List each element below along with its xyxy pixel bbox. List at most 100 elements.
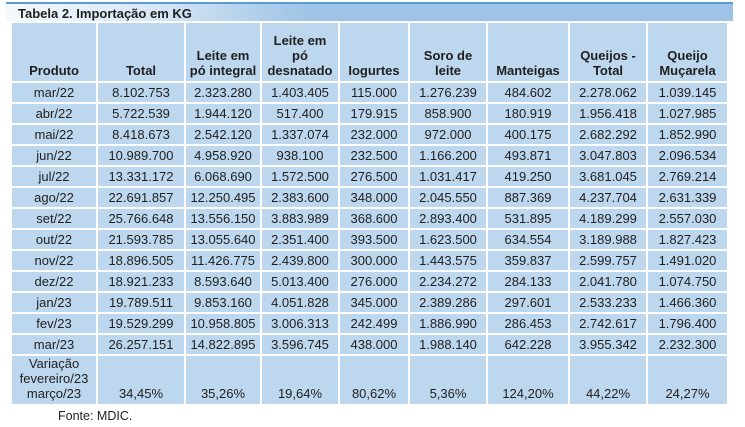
row-label: out/22	[12, 230, 96, 249]
table-row: nov/22 18.896.505 11.426.775 2.439.800 300.0…	[12, 251, 727, 270]
cell: 400.175	[488, 125, 568, 144]
cell: 3.681.045	[570, 167, 646, 186]
cell: 2.278.062	[570, 83, 646, 102]
row-label: mar/22	[12, 83, 96, 102]
cell: 10.958.805	[186, 314, 260, 333]
cell: 4.189.299	[570, 209, 646, 228]
row-label: mar/23	[12, 335, 96, 354]
column-header-8: Queijo Muçarela	[648, 23, 727, 81]
row-label: jun/22	[12, 146, 96, 165]
cell: 4.958.920	[186, 146, 260, 165]
row-label: jan/23	[12, 293, 96, 312]
cell: 634.554	[488, 230, 568, 249]
cell: 2.631.339	[648, 188, 727, 207]
cell: 484.602	[488, 83, 568, 102]
cell: 1.027.985	[648, 104, 727, 123]
cell: 19.789.511	[98, 293, 184, 312]
cell: 2.542.120	[186, 125, 260, 144]
cell: 18.921.233	[98, 272, 184, 291]
cell: 10.989.700	[98, 146, 184, 165]
cell: 3.047.803	[570, 146, 646, 165]
import-table: Produto Total Leite em pó integral Leite em…	[10, 21, 729, 406]
cell: 284.133	[488, 272, 568, 291]
table-row: mar/22 8.102.753 2.323.280 1.403.405 115.000…	[12, 83, 727, 102]
header-row: Produto Total Leite em pó integral Leite em…	[12, 23, 727, 81]
variation-cell: 5,36%	[410, 356, 486, 404]
cell: 2.389.286	[410, 293, 486, 312]
cell: 1.956.418	[570, 104, 646, 123]
cell: 1.572.500	[262, 167, 338, 186]
cell: 26.257.151	[98, 335, 184, 354]
cell: 1.886.990	[410, 314, 486, 333]
variation-cell: 24,27%	[648, 356, 727, 404]
table-row: fev/23 19.529.299 10.958.805 3.006.313 242.4…	[12, 314, 727, 333]
cell: 1.944.120	[186, 104, 260, 123]
variation-cell: 44,22%	[570, 356, 646, 404]
cell: 242.499	[340, 314, 408, 333]
table-row: mai/22 8.418.673 2.542.120 1.337.074 232.000…	[12, 125, 727, 144]
column-header-4: Iogurtes	[340, 23, 408, 81]
cell: 393.500	[340, 230, 408, 249]
table-row: jan/23 19.789.511 9.853.160 4.051.828 345.00…	[12, 293, 727, 312]
cell: 2.323.280	[186, 83, 260, 102]
column-header-7: Queijos - Total	[570, 23, 646, 81]
column-header-6: Manteigas	[488, 23, 568, 81]
table-row: out/22 21.593.785 13.055.640 2.351.400 393.5…	[12, 230, 727, 249]
table-row: jul/22 13.331.172 6.068.690 1.572.500 276.50…	[12, 167, 727, 186]
cell: 858.900	[410, 104, 486, 123]
cell: 232.000	[340, 125, 408, 144]
variation-label: Variação fevereiro/23 março/23	[12, 356, 96, 404]
cell: 2.742.617	[570, 314, 646, 333]
column-header-2: Leite em pó integral	[186, 23, 260, 81]
cell: 1.074.750	[648, 272, 727, 291]
cell: 1.276.239	[410, 83, 486, 102]
row-label: nov/22	[12, 251, 96, 270]
cell: 12.250.495	[186, 188, 260, 207]
cell: 1.166.200	[410, 146, 486, 165]
cell: 1.491.020	[648, 251, 727, 270]
cell: 8.102.753	[98, 83, 184, 102]
cell: 13.331.172	[98, 167, 184, 186]
table-row: mar/23 26.257.151 14.822.895 3.596.745 438.0…	[12, 335, 727, 354]
cell: 3.955.342	[570, 335, 646, 354]
cell: 1.466.360	[648, 293, 727, 312]
cell: 8.593.640	[186, 272, 260, 291]
cell: 2.232.300	[648, 335, 727, 354]
variation-cell: 35,26%	[186, 356, 260, 404]
variation-cell: 19,64%	[262, 356, 338, 404]
cell: 345.000	[340, 293, 408, 312]
cell: 2.533.233	[570, 293, 646, 312]
cell: 419.250	[488, 167, 568, 186]
row-label: jul/22	[12, 167, 96, 186]
cell: 493.871	[488, 146, 568, 165]
cell: 3.006.313	[262, 314, 338, 333]
cell: 4.051.828	[262, 293, 338, 312]
cell: 2.439.800	[262, 251, 338, 270]
cell: 18.896.505	[98, 251, 184, 270]
column-header-0: Produto	[12, 23, 96, 81]
cell: 1.796.400	[648, 314, 727, 333]
cell: 1.827.423	[648, 230, 727, 249]
cell: 2.599.757	[570, 251, 646, 270]
cell: 232.500	[340, 146, 408, 165]
cell: 3.596.745	[262, 335, 338, 354]
cell: 300.000	[340, 251, 408, 270]
cell: 19.529.299	[98, 314, 184, 333]
source-note: Fonte: MDIC.	[58, 409, 133, 423]
cell: 531.895	[488, 209, 568, 228]
cell: 887.369	[488, 188, 568, 207]
cell: 368.600	[340, 209, 408, 228]
table-row: set/22 25.766.648 13.556.150 3.883.989 368.6…	[12, 209, 727, 228]
cell: 6.068.690	[186, 167, 260, 186]
cell: 1.988.140	[410, 335, 486, 354]
row-label: dez/22	[12, 272, 96, 291]
cell: 972.000	[410, 125, 486, 144]
cell: 2.234.272	[410, 272, 486, 291]
cell: 2.682.292	[570, 125, 646, 144]
row-label: abr/22	[12, 104, 96, 123]
table-row: dez/22 18.921.233 8.593.640 5.013.400 276.00…	[12, 272, 727, 291]
cell: 9.853.160	[186, 293, 260, 312]
cell: 2.096.534	[648, 146, 727, 165]
cell: 11.426.775	[186, 251, 260, 270]
cell: 22.691.857	[98, 188, 184, 207]
